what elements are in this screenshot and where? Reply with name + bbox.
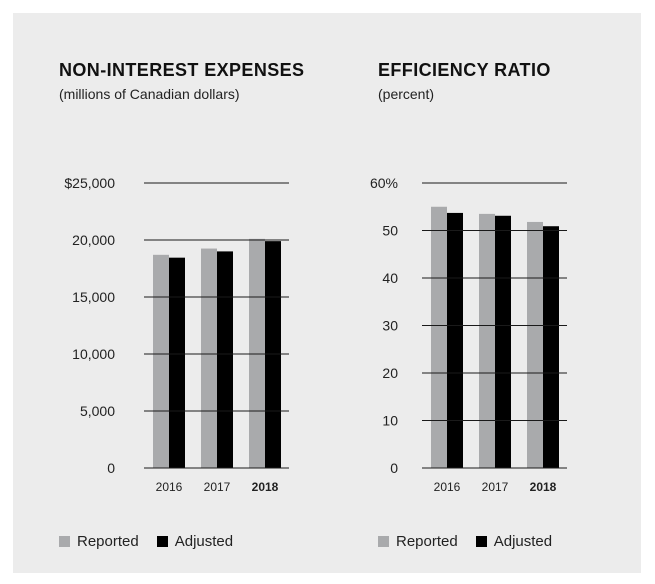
chart1-subtitle: (millions of Canadian dollars) [59,86,240,102]
legend-reported-swatch [59,536,70,547]
legend-reported-swatch [378,536,389,547]
chart2-ytick-label-50: 50 [382,223,398,239]
chart2-ytick-label-10: 10 [382,413,398,429]
chart2-xtick-label-2016: 2016 [434,480,461,494]
legend-adjusted-swatch [475,536,487,547]
chart2-ytick-label-40: 40 [382,270,398,286]
chart2-bar-adjusted-2017 [495,215,511,468]
chart1-ytick-label-15000: 15,000 [72,289,115,305]
chart1-xtick-label-2016: 2016 [156,480,183,494]
chart2-xtick-label-2018: 2018 [530,480,557,494]
legend-reported-label: Reported [77,533,139,550]
legend-adjusted-label: Adjusted [493,533,553,550]
chart2-xtick-label-2017: 2017 [482,480,509,494]
chart2-subtitle: (percent) [378,86,435,102]
chart1-ytick-label-10000: 10,000 [72,346,115,362]
chart1-bar-adjusted-2016 [169,257,185,468]
chart2-ytick-label-0: 0 [390,460,398,476]
chart1-xtick-label-2018: 2018 [252,480,279,494]
legend-reported-label: Reported [396,533,458,550]
chart2-ytick-label-30: 30 [382,318,398,334]
legend-adjusted-swatch [156,536,168,547]
chart2-bar-reported-2016 [431,206,447,468]
chart1-ytick-label-0: 0 [107,460,115,476]
chart2-legend: Reported Adjusted [378,533,552,550]
chart2-ytick-label-20: 20 [382,365,398,381]
chart1-ytick-label-5000: 5,000 [80,403,115,419]
chart1-bar-reported-2016 [153,254,169,468]
chart1-bar-adjusted-2017 [217,251,233,468]
chart2-bar-reported-2018 [527,221,543,468]
chart2-title: EFFICIENCY RATIO [378,60,551,80]
chart2-bar-adjusted-2018 [543,226,559,468]
chart2-ytick-label-60: 60% [370,175,398,191]
chart1-xtick-label-2017: 2017 [204,480,231,494]
chart1-legend: Reported Adjusted [59,533,233,550]
chart2-bar-reported-2017 [479,213,495,468]
chart1-ytick-label-25000: $25,000 [64,175,115,191]
chart1-ytick-label-20000: 20,000 [72,232,115,248]
chart2-bar-adjusted-2016 [447,212,463,468]
legend-adjusted-label: Adjusted [174,533,234,550]
chart1-title: NON-INTEREST EXPENSES [59,60,305,80]
chart1-bar-adjusted-2018 [265,241,281,468]
chart1-bar-reported-2018 [249,238,265,468]
chart1-bar-reported-2017 [201,248,217,468]
